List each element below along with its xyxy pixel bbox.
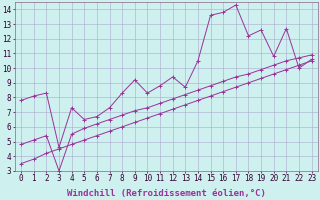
X-axis label: Windchill (Refroidissement éolien,°C): Windchill (Refroidissement éolien,°C): [67, 189, 266, 198]
